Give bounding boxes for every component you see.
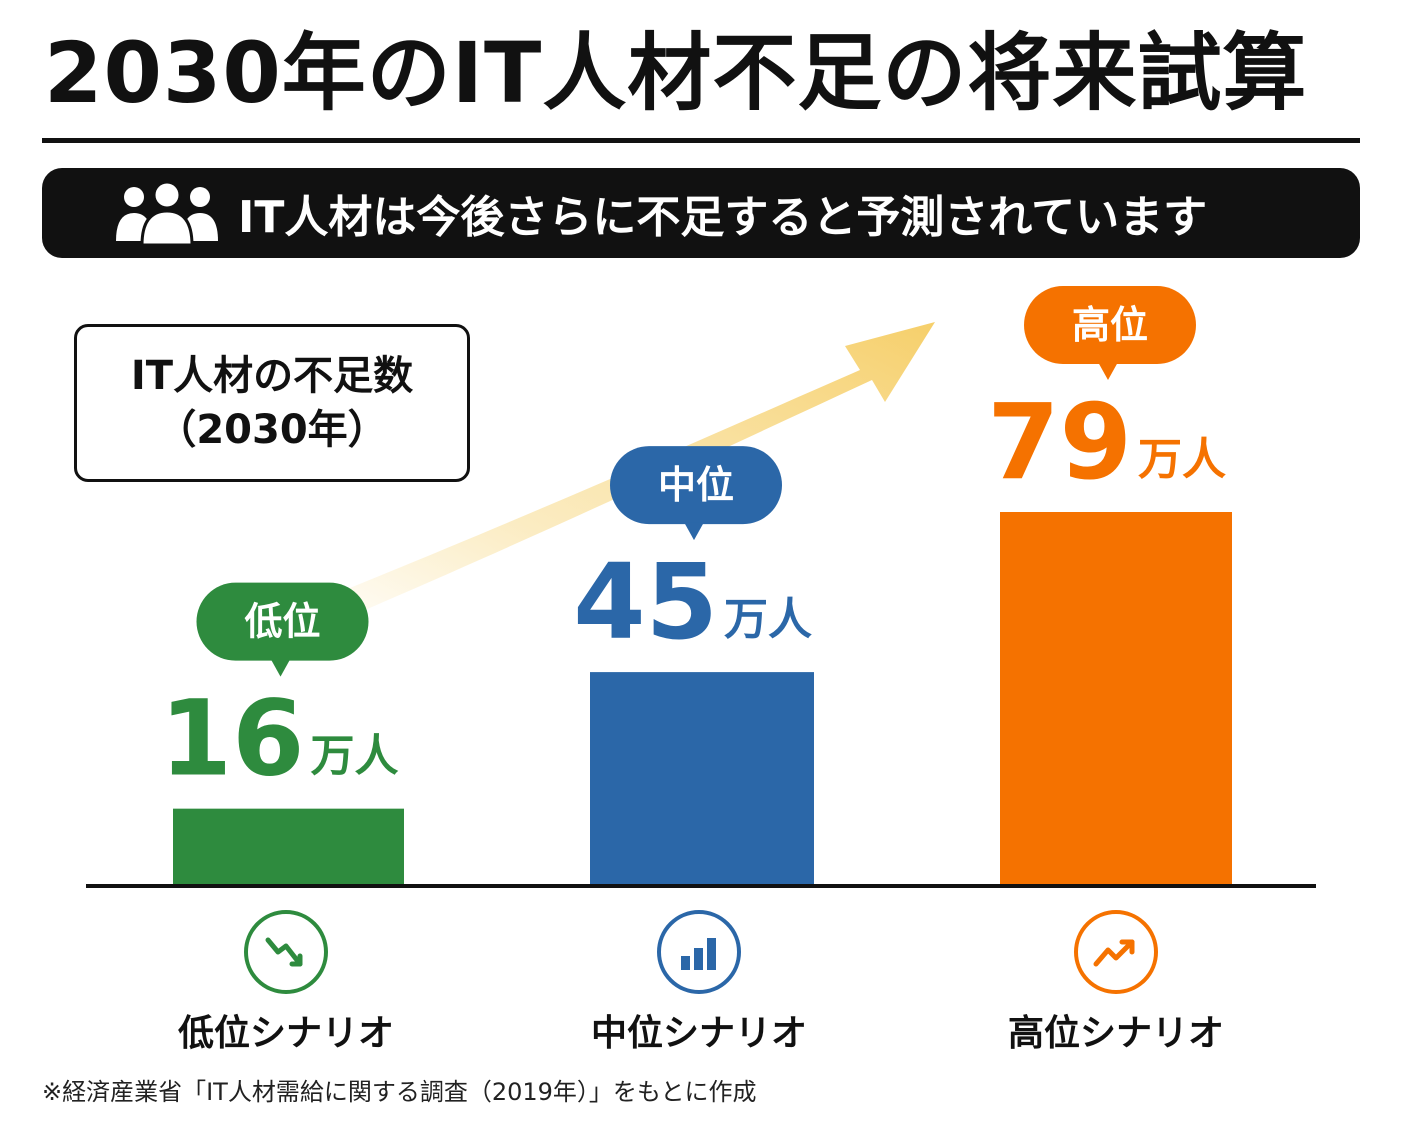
trend-up-icon: [1074, 910, 1158, 994]
page-title: 2030年のIT人材不足の将来試算: [44, 24, 1308, 122]
badge-label-low: 低位: [244, 600, 320, 644]
bar-low: [173, 808, 404, 884]
source-note: ※経済産業省「IT人材需給に関する調査（2019年）」をもとに作成: [42, 1078, 757, 1106]
badge-high: [1024, 286, 1196, 364]
scenario-label-low: 低位シナリオ: [177, 1013, 394, 1054]
banner-text: IT人材は今後さらに不足すると予測されています: [238, 192, 1208, 243]
badge-label-mid: 中位: [658, 463, 734, 507]
label-line-2: （2030年）: [156, 407, 388, 453]
scenario-label-mid: 中位シナリオ: [590, 1013, 807, 1054]
value-label-low: 16: [160, 678, 305, 800]
label-line-1: IT人材の不足数: [130, 353, 414, 399]
trend-down-icon: [244, 910, 328, 994]
title-divider: [42, 138, 1360, 143]
badge-pointer-high: [1098, 362, 1118, 380]
bar-high: [1000, 512, 1232, 884]
value-unit-low: 万人: [311, 731, 399, 782]
value-label-mid: 45: [573, 541, 718, 663]
shortage-label-box: IT人材の不足数 （2030年）: [74, 324, 470, 482]
value-unit-high: 万人: [1138, 434, 1226, 485]
badge-pointer-mid: [684, 522, 704, 541]
bar-mid: [590, 672, 814, 884]
badge-label-high: 高位: [1072, 303, 1148, 347]
bar-chart-icon: [657, 910, 741, 994]
headline-banner: IT人材は今後さらに不足すると予測されています: [42, 168, 1360, 258]
people-group-icon: [116, 181, 218, 245]
badge-mid: [610, 446, 782, 525]
badge-low: [196, 582, 369, 661]
scenario-label-high: 高位シナリオ: [1007, 1013, 1224, 1054]
value-label-high: 79: [987, 381, 1132, 503]
badge-pointer-low: [270, 658, 291, 677]
value-unit-mid: 万人: [724, 594, 812, 645]
